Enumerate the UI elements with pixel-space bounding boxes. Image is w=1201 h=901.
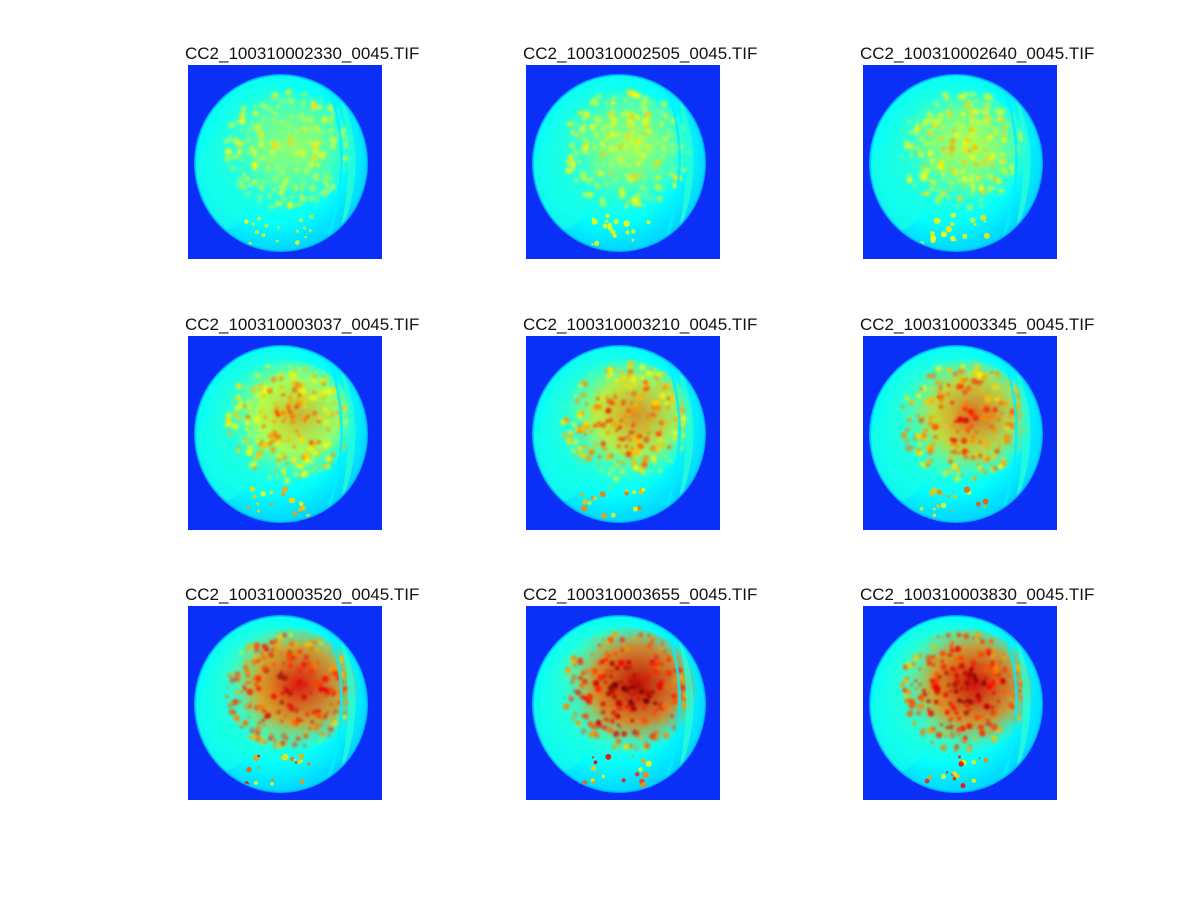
panel-title: CC2_100310002330_0045.TIF: [185, 44, 420, 63]
panel-title: CC2_100310003655_0045.TIF: [523, 585, 758, 604]
fluorescence-image: [863, 606, 1057, 800]
fluorescence-image: [526, 65, 720, 259]
fluorescence-image: [188, 336, 382, 530]
fluorescence-image: [863, 336, 1057, 530]
image-panel-5: CC2_100310003210_0045.TIF: [523, 314, 796, 544]
image-panel-3: CC2_100310002640_0045.TIF: [860, 43, 1133, 273]
panel-title: CC2_100310003345_0045.TIF: [860, 315, 1095, 334]
fluorescence-image: [526, 336, 720, 530]
panel-title: CC2_100310003037_0045.TIF: [185, 315, 420, 334]
panel-title: CC2_100310002640_0045.TIF: [860, 44, 1095, 63]
panel-title: CC2_100310003520_0045.TIF: [185, 585, 420, 604]
fluorescence-image: [863, 65, 1057, 259]
image-panel-4: CC2_100310003037_0045.TIF: [185, 314, 458, 544]
fluorescence-image: [188, 65, 382, 259]
fluorescence-image: [526, 606, 720, 800]
panel-title: CC2_100310003830_0045.TIF: [860, 585, 1095, 604]
image-panel-1: CC2_100310002330_0045.TIF: [185, 43, 458, 273]
fluorescence-image: [188, 606, 382, 800]
panel-title: CC2_100310003210_0045.TIF: [523, 315, 758, 334]
panel-title: CC2_100310002505_0045.TIF: [523, 44, 758, 63]
image-panel-9: CC2_100310003830_0045.TIF: [860, 584, 1133, 814]
image-panel-7: CC2_100310003520_0045.TIF: [185, 584, 458, 814]
image-panel-8: CC2_100310003655_0045.TIF: [523, 584, 796, 814]
image-panel-2: CC2_100310002505_0045.TIF: [523, 43, 796, 273]
image-panel-6: CC2_100310003345_0045.TIF: [860, 314, 1133, 544]
